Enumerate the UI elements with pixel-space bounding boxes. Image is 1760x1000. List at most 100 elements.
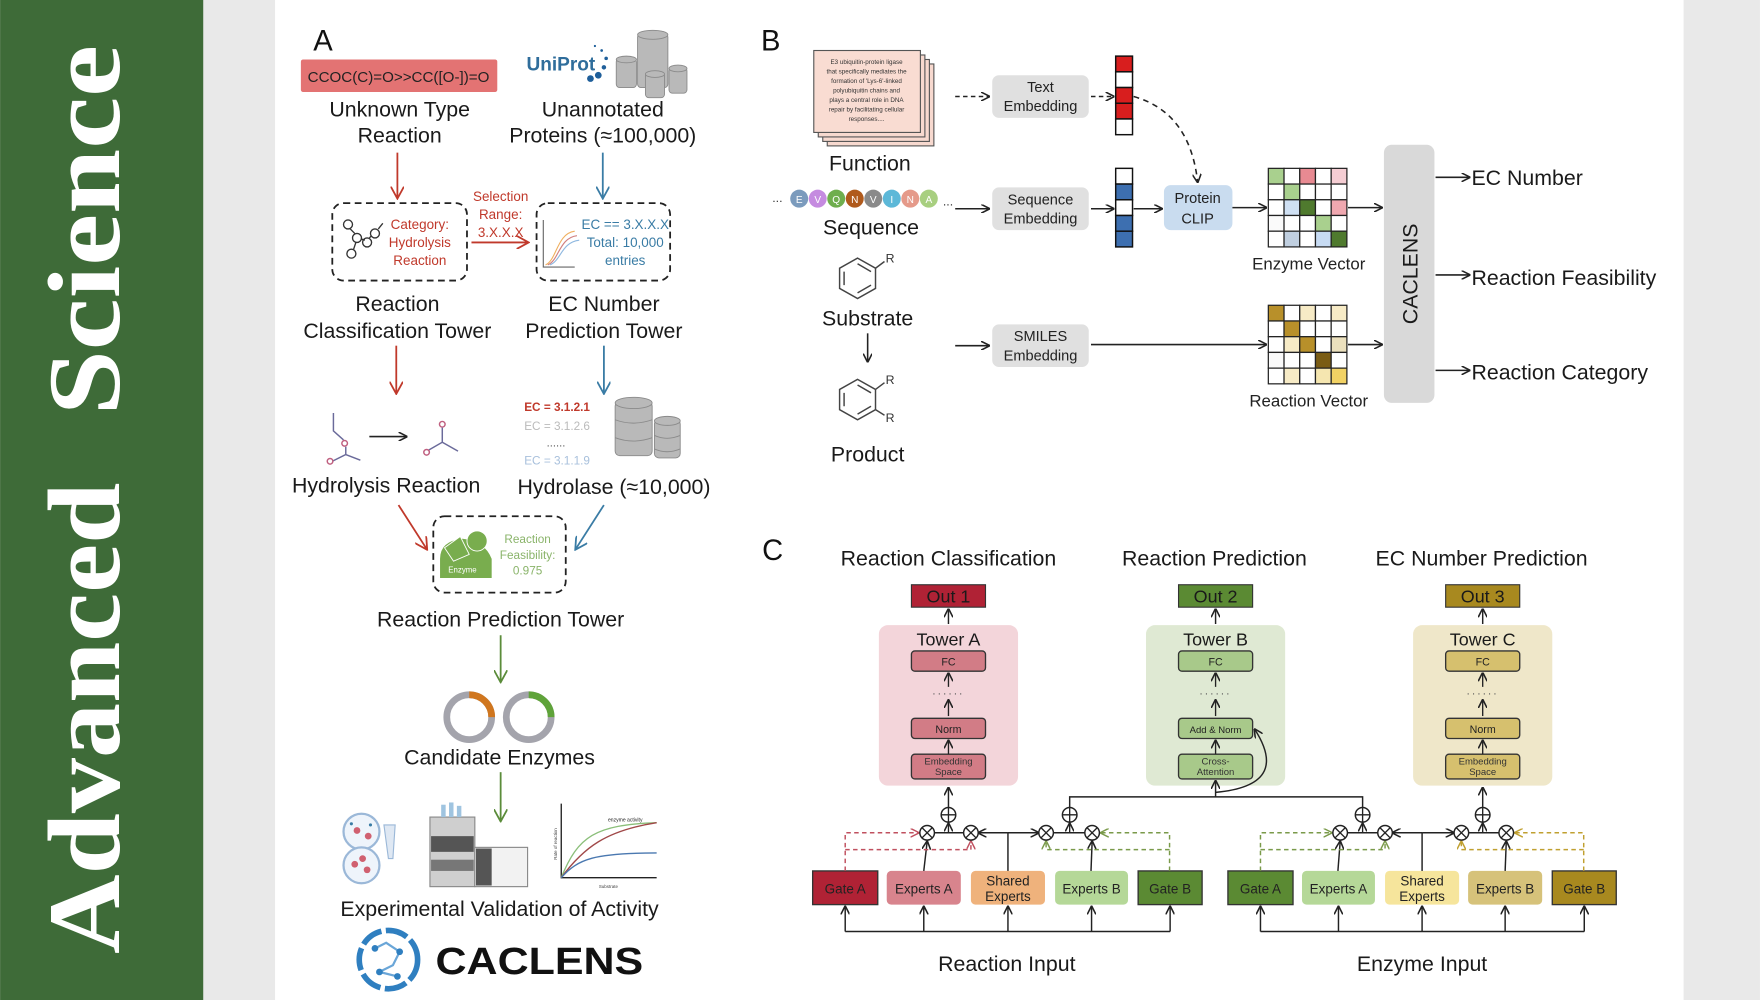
sequence-bead	[827, 189, 846, 208]
multiply-operator-icon	[1332, 824, 1349, 841]
gate-weight-line	[1260, 842, 1385, 851]
experts-arrow	[1505, 842, 1506, 871]
grid-cell	[1299, 230, 1317, 248]
unknown-reaction-line2: Reaction	[358, 124, 442, 148]
caclens-logo-text: CACLENS	[436, 940, 644, 983]
sequence-bead-letter: N	[907, 195, 914, 206]
gate-weight-line	[1461, 842, 1584, 851]
caclens-model-bar	[1383, 144, 1435, 403]
sequence-bead	[808, 189, 827, 208]
selection-line3: 3.X.X.X	[478, 225, 524, 240]
grid-cell	[1314, 351, 1332, 369]
multiply-operator-icon	[1377, 824, 1394, 841]
experts-arrow	[1091, 842, 1092, 871]
ec-tower-line1: EC Number	[548, 292, 659, 316]
expert-label: Experts A	[1310, 881, 1368, 896]
expert-label: Gate B	[1563, 881, 1605, 896]
expert-label: Shared	[1400, 874, 1443, 889]
hydrolysis-reaction-label: Hydrolysis Reaction	[292, 474, 480, 498]
smiles-embedding-box	[992, 324, 1089, 368]
vector-cell	[1114, 199, 1134, 217]
protein-clip-box	[1163, 185, 1233, 231]
experts-box	[1468, 870, 1543, 905]
sequence-bead-letter: V	[814, 195, 821, 206]
add-operator-icon	[1474, 806, 1491, 823]
tower-layer-box	[910, 717, 987, 740]
output-box	[1177, 584, 1254, 608]
sequence-bead	[919, 189, 938, 208]
feasibility-line2: Feasibility:	[500, 549, 556, 562]
task-title: EC Number Prediction	[1376, 547, 1588, 571]
tower-layer-label: Attention	[1197, 767, 1235, 778]
gate-weight-line	[1046, 842, 1170, 851]
grid-cell	[1330, 336, 1348, 354]
experts-box	[1301, 870, 1375, 905]
sequence-bead	[901, 189, 920, 208]
expert-label: Gate B	[1149, 881, 1191, 896]
multiply-operator-icon	[1453, 824, 1470, 841]
expert-label: Experts	[985, 889, 1031, 904]
panel-c-label: C	[762, 535, 783, 567]
enzyme-icon: Enzyme	[440, 530, 492, 579]
tower-layer-label: Embedding	[1459, 756, 1507, 767]
proteins-line2: Proteins (≈100,000)	[509, 124, 696, 148]
plot-y-label: Rate of reaction	[553, 828, 558, 860]
function-text-line: polyubiquitin chains and	[833, 88, 900, 95]
tower-title: Tower B	[1183, 629, 1248, 649]
sequence-label: Sequence	[823, 216, 919, 240]
dashed-arrow-to-clip	[1133, 95, 1198, 182]
smiles-box	[300, 59, 498, 93]
arrow-red-3	[397, 504, 427, 549]
grid-cell	[1314, 167, 1332, 185]
sequence-ellipsis-right: ...	[943, 194, 953, 208]
grid-cell	[1283, 320, 1301, 338]
rc-tower-line1: Reaction	[355, 292, 439, 316]
grid-cell	[1267, 167, 1285, 185]
function-text-line: formation of 'Lys-6'-linked	[831, 78, 902, 85]
multiply-operator-icon	[919, 824, 936, 841]
sequence-bead-letter: Q	[832, 195, 840, 206]
output-box	[910, 584, 987, 608]
tower-layer-label: Space	[1469, 767, 1496, 778]
substrate-label: Substrate	[822, 306, 913, 330]
output-box	[1445, 584, 1521, 608]
seq-embedding-line1: Sequence	[1008, 192, 1074, 208]
candidate-enzyme-rings-icon	[443, 691, 555, 743]
panel-a-label: A	[313, 26, 333, 58]
enzyme-activity-plot-icon: enzyme activity Substrate Rate of reacti…	[553, 803, 657, 889]
tower-layer-label: FC	[941, 657, 956, 669]
proteins-line1: Unannotated	[542, 98, 664, 122]
vector-cell	[1114, 102, 1134, 120]
sequence-bead-letter: I	[890, 195, 893, 206]
ec-box-line2: Total: 10,000	[587, 235, 664, 250]
ec-list-item-4: EC = 3.1.1.9	[524, 455, 590, 468]
tower-layer-box	[910, 650, 987, 672]
multiply-operator-icon	[1084, 824, 1101, 841]
grid-cell	[1299, 199, 1317, 217]
tower-title: Tower A	[917, 629, 981, 649]
grid-cell	[1267, 214, 1285, 232]
protein-expression-icon	[342, 812, 396, 885]
vector-cell	[1114, 55, 1134, 73]
grid-cell	[1330, 183, 1348, 201]
expert-label: Experts B	[1062, 881, 1120, 896]
output-label: Out 3	[1461, 587, 1505, 607]
grid-cell	[1283, 214, 1301, 232]
ec-list-item-3: ......	[547, 438, 566, 450]
validation-label: Experimental Validation of Activity	[340, 897, 659, 921]
grid-cell	[1267, 351, 1285, 369]
grid-cell	[1283, 367, 1301, 385]
grid-cell	[1283, 199, 1301, 217]
tower-layer-label: Embedding	[924, 756, 972, 767]
add-operator-icon	[940, 806, 957, 823]
grid-cell	[1314, 336, 1332, 354]
uniprot-logo: UniProt	[526, 44, 608, 82]
function-text-line: E3 ubiquitin-protein ligase	[830, 59, 903, 66]
grid-cell	[1314, 199, 1332, 217]
grid-cell	[1299, 367, 1317, 385]
vector-cell	[1114, 71, 1134, 89]
banner-word-science: Science	[28, 45, 142, 415]
gate-weight-line	[844, 833, 918, 871]
add-operator-icon	[1061, 806, 1078, 823]
